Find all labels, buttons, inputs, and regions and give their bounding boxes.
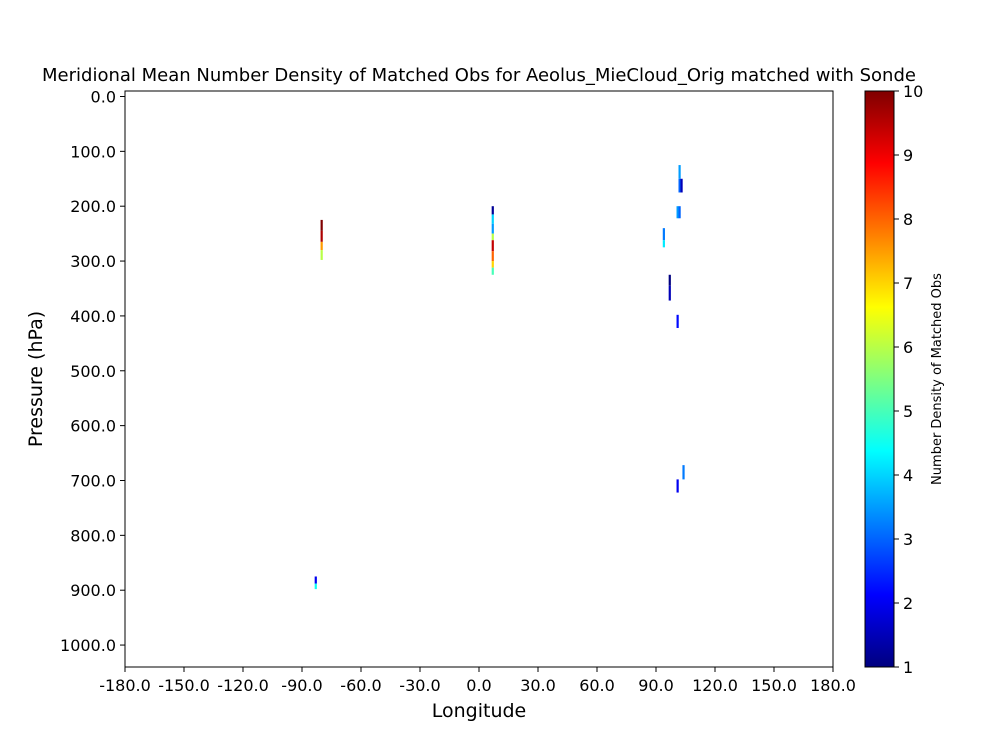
y-tick-label: 600.0 xyxy=(70,417,116,436)
y-tick-label: 800.0 xyxy=(70,526,116,545)
heatmap-cell xyxy=(678,206,681,219)
colorbar-tick-label: 3 xyxy=(903,530,913,549)
x-tick-label: -180.0 xyxy=(99,676,151,695)
colorbar xyxy=(864,90,895,668)
x-tick-label: 30.0 xyxy=(520,676,556,695)
heatmap-cell xyxy=(676,479,679,493)
colorbar-tick-label: 5 xyxy=(903,402,913,421)
x-tick-label: -120.0 xyxy=(217,676,269,695)
colorbar-tick-label: 1 xyxy=(903,658,913,677)
colorbar-tick-label: 10 xyxy=(903,82,923,101)
heatmap-cell xyxy=(668,274,671,286)
colorbar-axis: 1 2 3 4 5 6 7 8 9 10 xyxy=(894,82,923,677)
y-axis: 0.0 100.0 200.0 300.0 400.0 500.0 600.0 700.0 80… xyxy=(60,87,125,655)
heatmap-cells xyxy=(314,165,685,590)
heatmap-cell xyxy=(314,576,317,584)
heatmap-cell xyxy=(668,285,671,301)
y-tick-label: 300.0 xyxy=(70,252,116,271)
y-tick-label: 500.0 xyxy=(70,362,116,381)
heatmap-cell xyxy=(491,214,494,224)
y-tick-label: 100.0 xyxy=(70,142,116,161)
x-tick-label: 60.0 xyxy=(579,676,615,695)
x-tick-label: 90.0 xyxy=(638,676,674,695)
y-tick-label: 0.0 xyxy=(91,87,116,106)
x-tick-label: 120.0 xyxy=(692,676,738,695)
heatmap-cell xyxy=(320,241,323,251)
heatmap-cell xyxy=(491,240,494,252)
heatmap-cell xyxy=(491,251,494,262)
heatmap-cell xyxy=(314,583,317,590)
heatmap-cell xyxy=(320,250,323,260)
heatmap-cell xyxy=(491,267,494,275)
chart-title: Meridional Mean Number Density of Matche… xyxy=(42,65,916,86)
heatmap-cell xyxy=(491,206,494,215)
x-tick-label: 180.0 xyxy=(810,676,856,695)
y-tick-label: 900.0 xyxy=(70,581,116,600)
plot-frame xyxy=(124,90,834,668)
heatmap-cell xyxy=(320,219,323,231)
x-tick-label: -30.0 xyxy=(399,676,440,695)
heatmap-cell xyxy=(491,223,494,234)
colorbar-tick-label: 2 xyxy=(903,594,913,613)
heatmap-cell xyxy=(680,178,683,193)
heatmap-cell xyxy=(676,314,679,328)
colorbar-tick-label: 9 xyxy=(903,146,913,165)
y-axis-label: Pressure (hPa) xyxy=(25,311,47,447)
y-tick-label: 1000.0 xyxy=(60,636,116,655)
colorbar-tick-label: 7 xyxy=(903,274,913,293)
colorbar-tick-label: 8 xyxy=(903,210,913,229)
colorbar-label: Number Density of Matched Obs xyxy=(930,273,945,485)
x-tick-label: -60.0 xyxy=(340,676,381,695)
heatmap-cell xyxy=(491,233,494,241)
heatmap-cell xyxy=(678,165,681,179)
heatmap-cell xyxy=(320,230,323,242)
x-tick-label: -90.0 xyxy=(281,676,322,695)
heatmap-cell xyxy=(491,261,494,268)
colorbar-tick-label: 4 xyxy=(903,466,913,485)
y-tick-label: 400.0 xyxy=(70,307,116,326)
y-tick-label: 200.0 xyxy=(70,197,116,216)
x-tick-label: 150.0 xyxy=(751,676,797,695)
heatmap-cell xyxy=(676,206,679,219)
x-axis-label: Longitude xyxy=(432,700,527,722)
x-axis: -180.0 -150.0 -120.0 -90.0 -60.0 -30.0 0.0 30.0… xyxy=(99,667,856,695)
y-tick-label: 700.0 xyxy=(70,471,116,490)
heatmap-cell xyxy=(682,465,685,480)
heatmap-cell xyxy=(662,228,665,241)
heatmap-cell xyxy=(662,240,665,248)
x-tick-label: 0.0 xyxy=(466,676,491,695)
heatmap-cell xyxy=(678,178,681,193)
x-tick-label: -150.0 xyxy=(158,676,210,695)
colorbar-tick-label: 6 xyxy=(903,338,913,357)
